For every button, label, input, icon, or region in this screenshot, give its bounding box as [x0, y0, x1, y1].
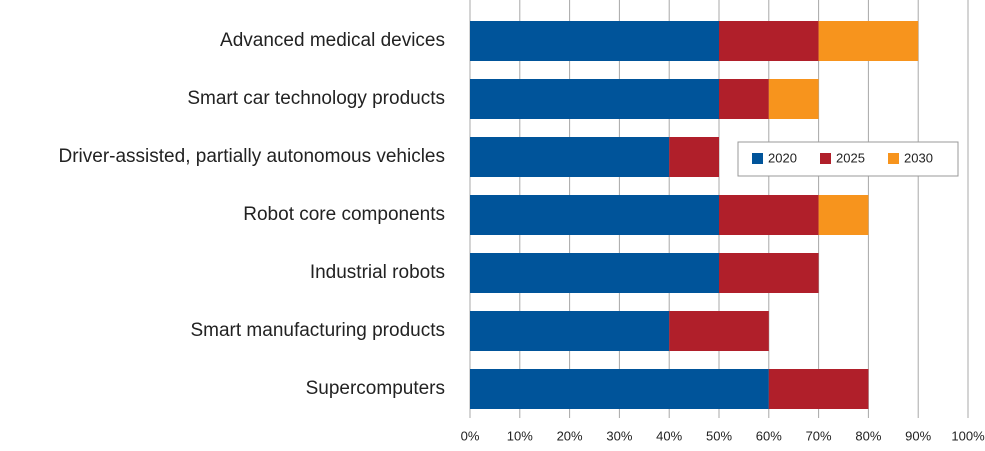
bar-segment: [470, 21, 719, 61]
category-label: Robot core components: [243, 204, 445, 225]
x-tick-label: 10%: [507, 428, 533, 443]
bar-segment: [470, 253, 719, 293]
x-tick-label: 40%: [656, 428, 682, 443]
x-tick-label: 100%: [951, 428, 985, 443]
x-tick-label: 30%: [606, 428, 632, 443]
legend-swatch: [888, 153, 899, 164]
x-tick-label: 50%: [706, 428, 732, 443]
x-tick-label: 60%: [756, 428, 782, 443]
x-tick-label: 70%: [806, 428, 832, 443]
bar-segment: [768, 79, 819, 119]
bar-segment: [470, 195, 719, 235]
bar-segment: [818, 21, 919, 61]
category-label: Smart car technology products: [187, 88, 445, 109]
legend-label: 2020: [768, 150, 797, 165]
x-tick-label: 80%: [855, 428, 881, 443]
bar-segment: [719, 253, 819, 293]
legend-swatch: [752, 153, 763, 164]
bar-segment: [818, 195, 869, 235]
bar-segment: [470, 137, 670, 177]
bar-segment: [470, 311, 670, 351]
bar-segment: [719, 195, 819, 235]
legend-swatch: [820, 153, 831, 164]
bar-segment: [768, 369, 869, 409]
category-label: Supercomputers: [306, 378, 445, 399]
category-label: Smart manufacturing products: [190, 320, 445, 341]
bar-segment: [669, 311, 769, 351]
legend-label: 2030: [904, 150, 933, 165]
x-tick-label: 0%: [461, 428, 480, 443]
legend-box: [737, 141, 959, 177]
x-tick-label: 90%: [905, 428, 931, 443]
category-label: Industrial robots: [310, 262, 445, 283]
category-label: Advanced medical devices: [220, 30, 445, 51]
legend: 2020 2025 2030: [737, 141, 959, 177]
bar-segment: [719, 79, 769, 119]
bar-segment: [470, 79, 719, 119]
bar-segment: [669, 137, 719, 177]
x-tick-label: 20%: [557, 428, 583, 443]
category-label: Driver-assisted, partially autonomous ve…: [59, 146, 446, 167]
legend-label: 2025: [836, 150, 865, 165]
bar-segment: [470, 369, 769, 409]
bar-segment: [719, 21, 819, 61]
